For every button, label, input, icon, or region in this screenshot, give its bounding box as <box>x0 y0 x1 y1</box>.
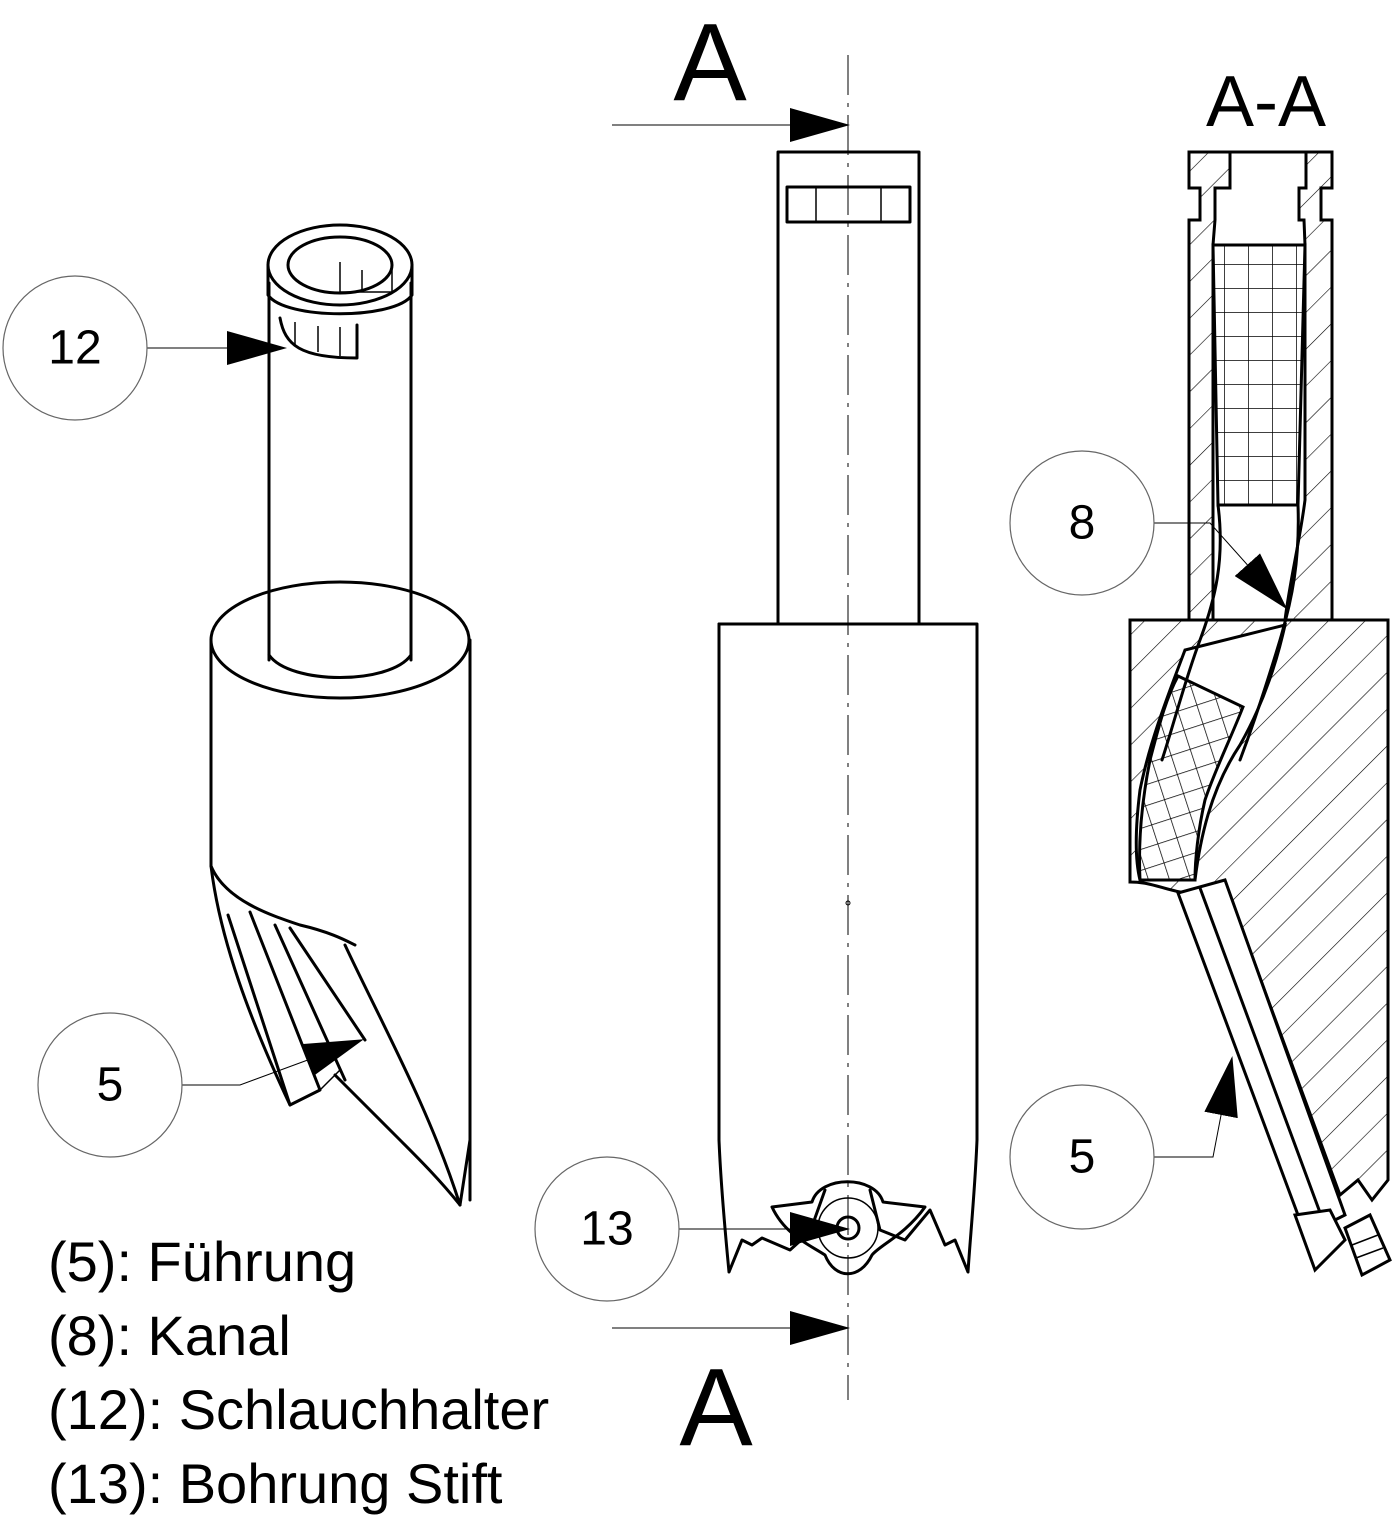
section-marker-top: A <box>673 1 747 124</box>
callout-13-label: 13 <box>580 1203 633 1256</box>
callout-5-right: 5 <box>1009 1084 1155 1230</box>
callout-12: 12 <box>2 275 148 421</box>
callout-12-label: 12 <box>48 322 101 375</box>
callout-8: 8 <box>1009 450 1155 596</box>
legend-item-schlauchhalter: (12): Schlauchhalter <box>48 1378 550 1441</box>
callout-5-left: 5 <box>37 1012 183 1158</box>
legend-item-kanal: (8): Kanal <box>48 1304 291 1367</box>
legend: (5): Führung (8): Kanal (12): Schlauchha… <box>48 1225 608 1521</box>
legend-item-bohrung-stift: (13): Bohrung Stift <box>48 1452 503 1515</box>
callout-5-right-label: 5 <box>1069 1131 1096 1184</box>
callout-13: 13 <box>534 1156 680 1302</box>
section-view-title: A-A <box>1206 62 1326 142</box>
section-view <box>1128 150 1392 1278</box>
callout-5-left-label: 5 <box>97 1059 124 1112</box>
callout-8-label: 8 <box>1069 497 1096 550</box>
legend-item-fuehrung: (5): Führung <box>48 1230 357 1293</box>
section-marker-bottom: A <box>679 1346 753 1469</box>
isometric-view <box>209 223 472 1207</box>
callout-leaders <box>145 331 1288 1246</box>
front-view <box>612 55 979 1400</box>
